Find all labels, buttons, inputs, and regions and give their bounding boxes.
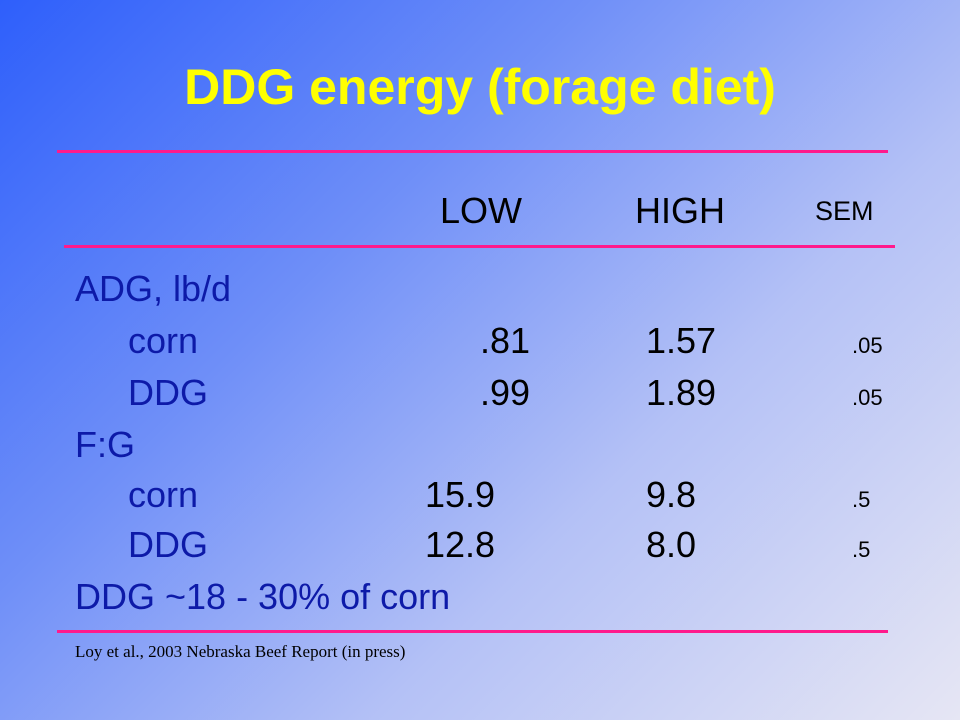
bottom-rule [57,630,888,633]
adg-ddg-sem: .05 [852,385,883,410]
adg-corn-label: corn [128,320,199,361]
fg-label: F:G [75,424,135,465]
adg-label: ADG, lb/d [75,268,232,309]
adg-ddg-high: 1.89 [646,372,717,413]
slide-title: DDG energy (forage diet) [184,59,776,115]
adg-corn-high: 1.57 [646,320,717,361]
adg-ddg-label: DDG [128,372,208,413]
fg-corn-sem: .5 [852,487,871,512]
fg-corn-low: 15.9 [425,474,496,515]
adg-ddg-low: .99 [479,372,530,413]
top-rule [57,150,888,153]
header-rule [64,245,895,248]
fg-ddg-high: 8.0 [646,524,697,565]
fg-ddg-label: DDG [128,524,208,565]
header-low: LOW [440,190,523,231]
adg-corn-low: .81 [479,320,530,361]
fg-corn-label: corn [128,474,199,515]
fg-corn-high: 9.8 [646,474,697,515]
header-high: HIGH [635,190,725,231]
citation-footnote: Loy et al., 2003 Nebraska Beef Report (i… [75,642,406,661]
header-sem: SEM [815,196,874,226]
fg-ddg-sem: .5 [852,537,871,562]
adg-corn-sem: .05 [852,333,883,358]
fg-ddg-low: 12.8 [425,524,496,565]
summary-line: DDG ~18 - 30% of corn [75,576,451,617]
